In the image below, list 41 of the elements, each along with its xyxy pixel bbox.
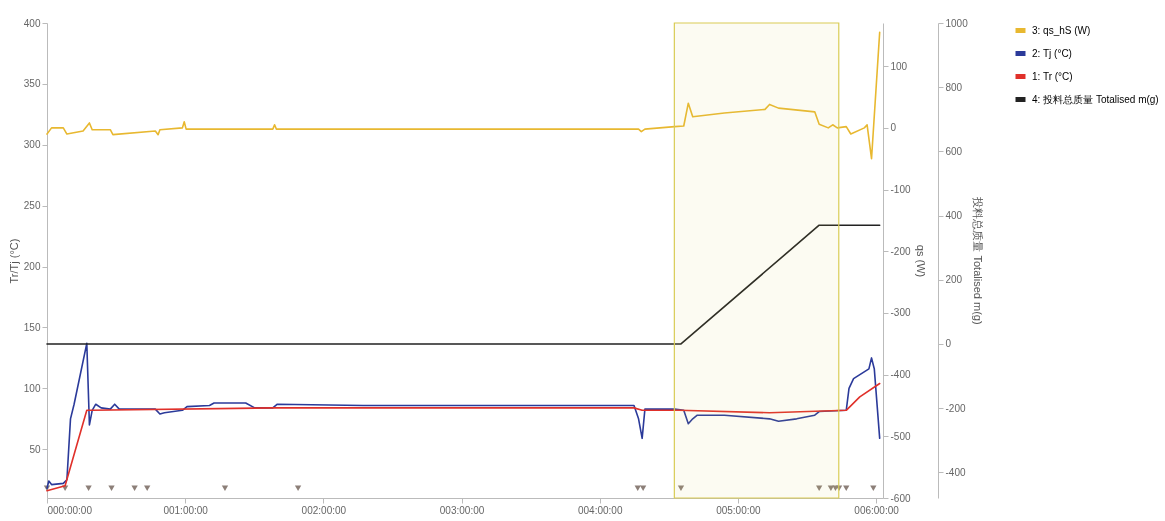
y2-tick-label: 100: [890, 60, 908, 72]
y3-tick-label: 200: [945, 274, 963, 286]
legend-label: 2: Tj (°C): [1032, 47, 1072, 59]
x-tick-label: 006:00:00: [854, 504, 900, 516]
y3-tick-label: -200: [945, 402, 966, 414]
y3-tick-label: 800: [945, 81, 963, 93]
line-series: [46, 382, 881, 492]
y3-tick-label: 1000: [945, 17, 969, 29]
y-tick-label: 200: [23, 261, 41, 273]
y2-tick-label: -600: [890, 492, 911, 504]
y-tick-label: 50: [29, 443, 41, 455]
x-tick-label: 001:00:00: [163, 504, 209, 516]
y-tick-label: 350: [23, 78, 41, 90]
y2-axis-title: qs (W): [914, 244, 927, 278]
legend-label: 1: Tr (°C): [1032, 70, 1073, 82]
x-tick-label: 003:00:00: [439, 504, 485, 516]
y3-tick-label: -400: [945, 466, 966, 478]
y2-tick-label: -100: [890, 184, 911, 196]
y2-tick-label: -500: [890, 430, 911, 442]
y3-tick-label: 600: [945, 145, 963, 157]
y2-tick-label: 0: [890, 122, 897, 134]
y-tick-label: 100: [23, 382, 41, 394]
y-tick-label: 400: [23, 17, 41, 29]
x-tick-label: 005:00:00: [716, 504, 762, 516]
x-tick-label: 002:00:00: [301, 504, 347, 516]
y3-axis-title: 投料总质量 Totalised m(g): [971, 196, 984, 325]
y2-tick-label: -300: [890, 307, 911, 319]
y-tick-label: 300: [23, 139, 41, 151]
x-tick-label: 000:00:00: [47, 504, 93, 516]
x-tick-label: 004:00:00: [577, 504, 623, 516]
legend-label: 4: 投料总质量 Totalised m(g): [1032, 93, 1159, 105]
y2-tick-label: -400: [890, 369, 911, 381]
y-tick-label: 250: [23, 200, 41, 212]
y-axis-title: Tr/Tj (°C): [7, 238, 20, 284]
line-series: [46, 31, 881, 160]
y3-tick-label: 400: [945, 210, 963, 222]
y3-tick-label: 0: [945, 338, 952, 350]
y-tick-label: 150: [23, 321, 41, 333]
y2-tick-label: -200: [890, 245, 911, 257]
line-series: [46, 342, 881, 490]
legend-label: 3: qs_hS (W): [1032, 24, 1091, 36]
